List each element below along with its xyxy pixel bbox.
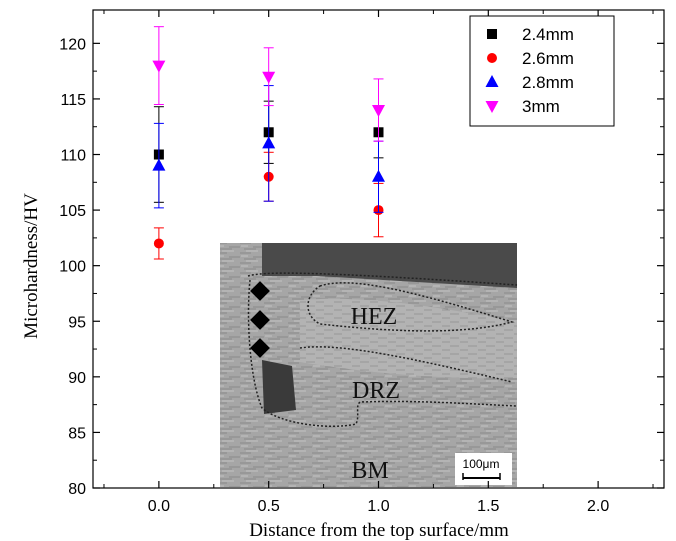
legend-marker-2.4mm: [487, 29, 497, 39]
y-tick-label: 105: [59, 203, 86, 220]
y-axis-title: Microhardness/HV: [21, 193, 42, 339]
x-tick-label: 0.0: [148, 498, 170, 515]
x-tick-label: 2.0: [587, 498, 609, 515]
y-tick-label: 95: [68, 314, 86, 331]
legend-label: 3mm: [522, 97, 560, 116]
micrograph-inset: 100μm HEZ DRZ BM: [220, 243, 518, 487]
y-tick-label: 115: [60, 92, 86, 109]
x-tick-label: 0.5: [258, 498, 280, 515]
y-tick-label: 85: [68, 425, 86, 442]
drz-label: DRZ: [352, 378, 400, 404]
x-tick-label: 1.0: [367, 498, 389, 515]
hez-label: HEZ: [351, 304, 398, 330]
y-tick-label: 110: [60, 148, 86, 165]
bm-label: BM: [351, 458, 388, 484]
legend-label: 2.6mm: [522, 49, 574, 68]
legend-label: 2.4mm: [522, 25, 574, 44]
data-point-2.8mm: [262, 136, 276, 149]
y-tick-label: 90: [68, 370, 86, 387]
data-point-2.6mm: [153, 238, 164, 249]
y-tick-label: 80: [68, 481, 86, 498]
y-tick-label: 100: [59, 259, 86, 276]
legend-marker-3mm: [485, 101, 499, 113]
x-axis-title: Distance from the top surface/mm: [249, 520, 509, 541]
legend-marker-2.6mm: [487, 53, 497, 63]
plot-area: 80 85 90 95 100 105 110 115 120 0.0 0.5 1.0 1.5 2.0: [59, 9, 665, 515]
data-point-3mm: [372, 105, 385, 118]
data-point-2.8mm: [372, 169, 385, 182]
y-tick-label: 120: [59, 36, 86, 53]
x-tick-label: 1.5: [477, 498, 499, 515]
data-point-3mm: [262, 71, 276, 84]
scale-bar-label: 100μm: [463, 457, 500, 471]
data-point-2.8mm: [152, 158, 166, 171]
series-3mm: [152, 26, 385, 142]
data-point-3mm: [152, 60, 166, 73]
legend-marker-2.8mm: [485, 75, 499, 87]
legend: 2.4mm 2.6mm 2.8mm 3mm: [469, 15, 615, 127]
legend-label: 2.8mm: [522, 73, 574, 92]
